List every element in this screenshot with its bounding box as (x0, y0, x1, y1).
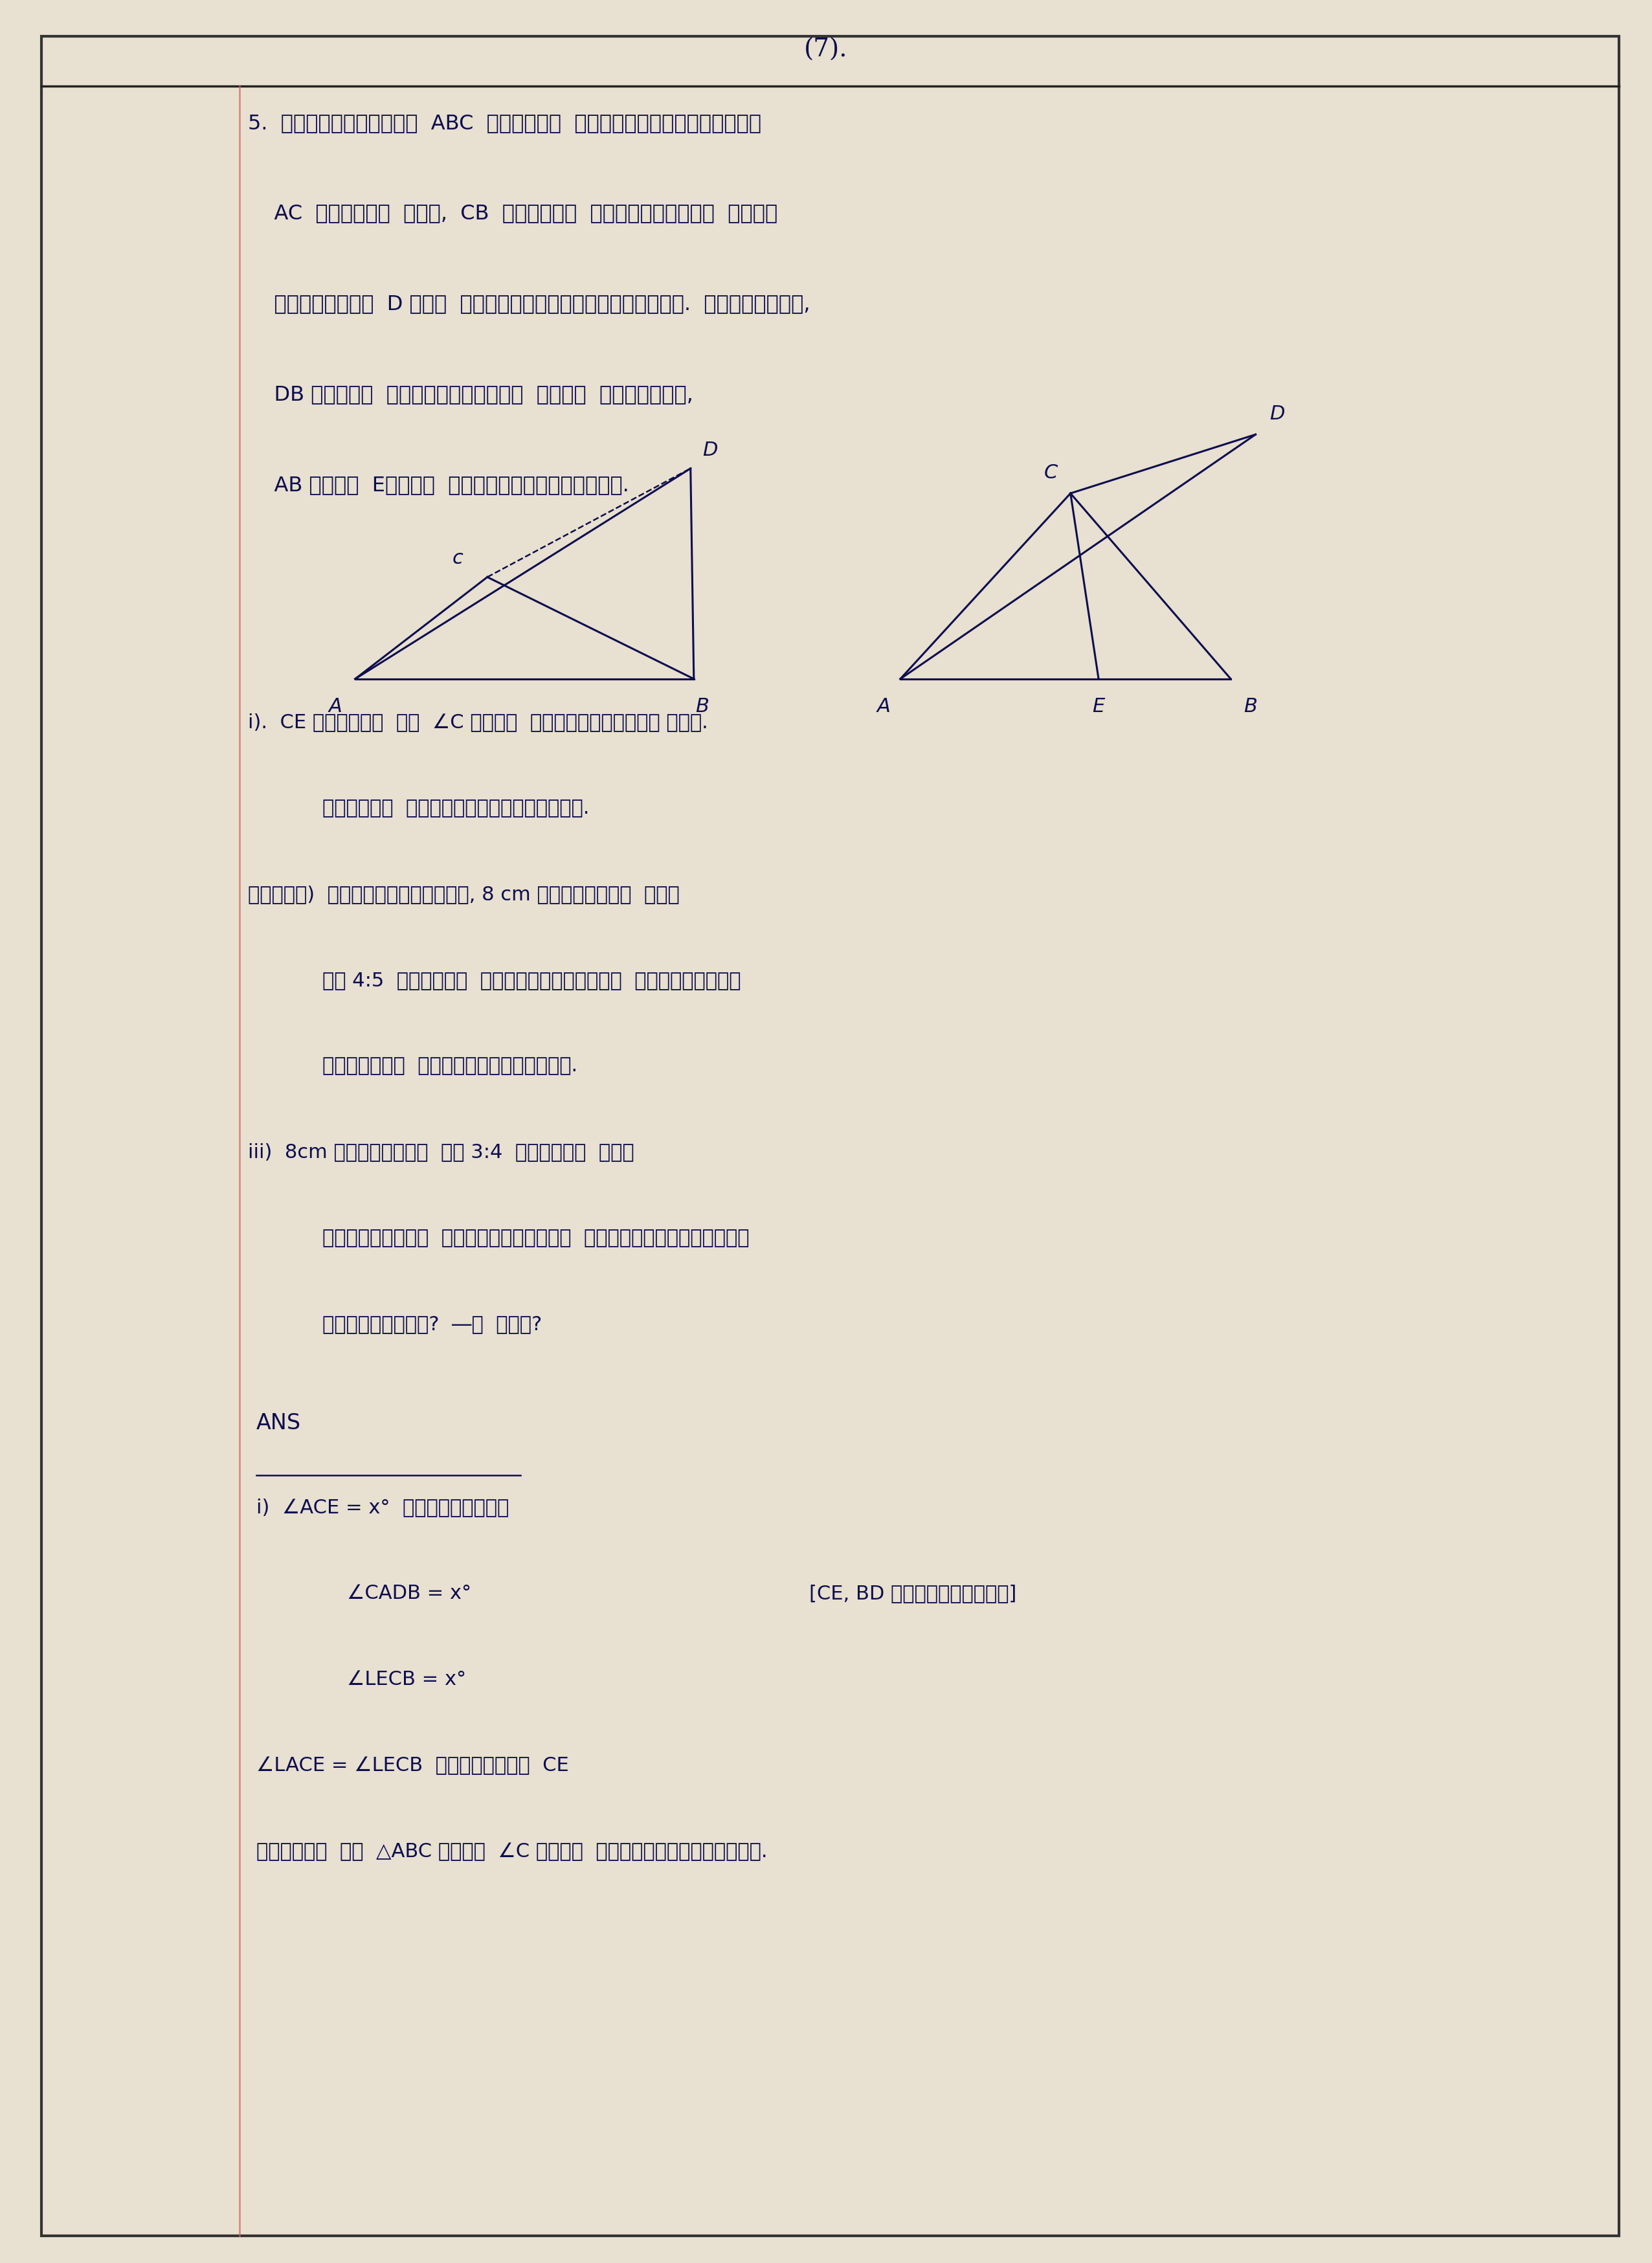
Text: പാതത്തില്‍  വിഭജിക്കാന്‍  ഇതുപയോഗിച്ചുന്‍: പാതത്തില്‍ വിഭജിക്കാന്‍ ഇതുപയോഗിച്ചുന്‍ (297, 1229, 750, 1247)
Text: 5.  ചിത്രങ്ങില്‍  ABC  ക്കന്ന  ത്രികോണത്തിന്റെ: 5. ചിത്രങ്ങില്‍ ABC ക്കന്ന ത്രികോണത്തിന്… (248, 113, 762, 134)
Text: നരനാമന്‍  വിശദീകരിക്കുക.: നരനാമന്‍ വിശദീകരിക്കുക. (297, 1057, 578, 1075)
Text: B: B (1244, 697, 1257, 715)
Text: വര 4:5  ക്കന്ന  അനുപാതത്തില്‍  വിഭജിച്ച്: വര 4:5 ക്കന്ന അനുപാതത്തില്‍ വിഭജിച്ച് (297, 971, 742, 989)
Text: (7).: (7). (805, 38, 847, 61)
Text: B: B (695, 697, 709, 715)
Text: ANS: ANS (256, 1412, 301, 1432)
Text: ∠LACE = ∠LECB  ആയതിനാല്‍  CE: ∠LACE = ∠LECB ആയതിനാല്‍ CE (256, 1756, 568, 1774)
Text: D: D (1269, 405, 1285, 423)
Text: DB ആയുടെ  സമാന്തരമായി  കൂടി  വരെച്ച്,: DB ആയുടെ സമാന്തരമായി കൂടി വരെച്ച്, (248, 385, 694, 405)
Text: D: D (702, 441, 719, 459)
Text: c: c (453, 550, 463, 568)
Text: C: C (1044, 464, 1057, 482)
Text: തെളിവ്  ത്രികോണത്തിന്റെ.: തെളിവ് ത്രികോണത്തിന്റെ. (297, 799, 590, 817)
Text: i)  ∠ACE = x°  ക്കന്നാല്‍: i) ∠ACE = x° ക്കന്നാല്‍ (256, 1498, 509, 1516)
Text: E: E (1092, 697, 1105, 715)
Text: AC  ക്കന്ന  വശം,  CB  ക്കന്ന  വശത്തിന്റെ  നീളം: AC ക്കന്ന വശം, CB ക്കന്ന വശത്തിന്റെ നീളം (248, 204, 778, 224)
Text: AB യിലെ  Eവില്‍  മുട്ടിക്കുന്നു.: AB യിലെ Eവില്‍ മുട്ടിക്കുന്നു. (248, 475, 629, 496)
Text: ∠LECB = x°: ∠LECB = x° (347, 1670, 466, 1688)
Text: A: A (329, 697, 342, 715)
Text: ∠CADB = x°: ∠CADB = x° (347, 1584, 471, 1602)
Text: കളിക്കുമോ?  ―ഈ  ആണ്?: കളിക്കുമോ? ―ഈ ആണ്? (297, 1315, 542, 1333)
Text: ര്‍റ്‍ആ)  ഇതുപയോഗിച്ച്, 8 cm നീളമുള്ള  ഒരു: ര്‍റ്‍ആ) ഇതുപയോഗിച്ച്, 8 cm നീളമുള്ള ഒരു (248, 885, 679, 903)
Text: iii)  8cm നീളമുള്ള  വര 3:4  ക്കന്ന  അനു: iii) 8cm നീളമുള്ള വര 3:4 ക്കന്ന അനു (248, 1143, 634, 1161)
Text: ക്കന്ന  വര  △ABC യിലെ  ∠C യുടെ  സമദ്വിഭാജകമാണ്.: ക്കന്ന വര △ABC യിലെ ∠C യുടെ സമദ്വിഭാജകമാ… (256, 1842, 767, 1860)
Text: ചേര്ന്ന്  D വരെ  നീട്ടിയിരിക്കുന്നു.  തിരിഞ്ഞ്,: ചേര്ന്ന് D വരെ നീട്ടിയിരിക്കുന്നു. തിരിഞ… (248, 294, 809, 315)
Text: i).  CE ക്കന്ന  വര  ∠C യുടെ  സമദ്വിഭാജകം ആണ്.: i). CE ക്കന്ന വര ∠C യുടെ സമദ്വിഭാജകം ആണ്… (248, 713, 709, 731)
Text: A: A (877, 697, 890, 715)
Text: [CE, BD സമാനാന്തരം]: [CE, BD സമാനാന്തരം] (809, 1584, 1018, 1602)
